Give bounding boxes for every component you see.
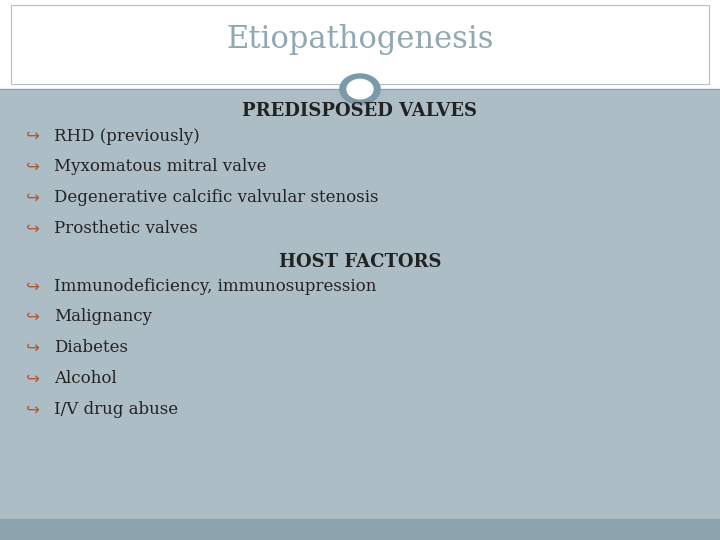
- Text: ↪: ↪: [26, 369, 40, 388]
- Text: ↪: ↪: [26, 400, 40, 418]
- Text: RHD (previously): RHD (previously): [54, 127, 199, 145]
- Text: ↪: ↪: [26, 127, 40, 145]
- Text: HOST FACTORS: HOST FACTORS: [279, 253, 441, 271]
- Text: Immunodeficiency, immunosupression: Immunodeficiency, immunosupression: [54, 278, 377, 295]
- Text: ↪: ↪: [26, 188, 40, 207]
- FancyBboxPatch shape: [0, 89, 720, 519]
- Text: Etiopathogenesis: Etiopathogenesis: [226, 24, 494, 55]
- FancyBboxPatch shape: [0, 0, 720, 89]
- Text: ↪: ↪: [26, 277, 40, 295]
- Text: Degenerative calcific valvular stenosis: Degenerative calcific valvular stenosis: [54, 189, 379, 206]
- Text: Alcohol: Alcohol: [54, 370, 117, 387]
- Text: ↪: ↪: [26, 339, 40, 357]
- Circle shape: [340, 74, 380, 104]
- Text: Prosthetic valves: Prosthetic valves: [54, 220, 198, 237]
- Text: Malignancy: Malignancy: [54, 308, 152, 326]
- Circle shape: [347, 79, 373, 99]
- FancyBboxPatch shape: [0, 519, 720, 540]
- Text: PREDISPOSED VALVES: PREDISPOSED VALVES: [243, 102, 477, 120]
- Text: I/V drug abuse: I/V drug abuse: [54, 401, 178, 418]
- Text: ↪: ↪: [26, 308, 40, 326]
- Text: Diabetes: Diabetes: [54, 339, 128, 356]
- Text: ↪: ↪: [26, 158, 40, 176]
- Text: Myxomatous mitral valve: Myxomatous mitral valve: [54, 158, 266, 176]
- Text: ↪: ↪: [26, 219, 40, 238]
